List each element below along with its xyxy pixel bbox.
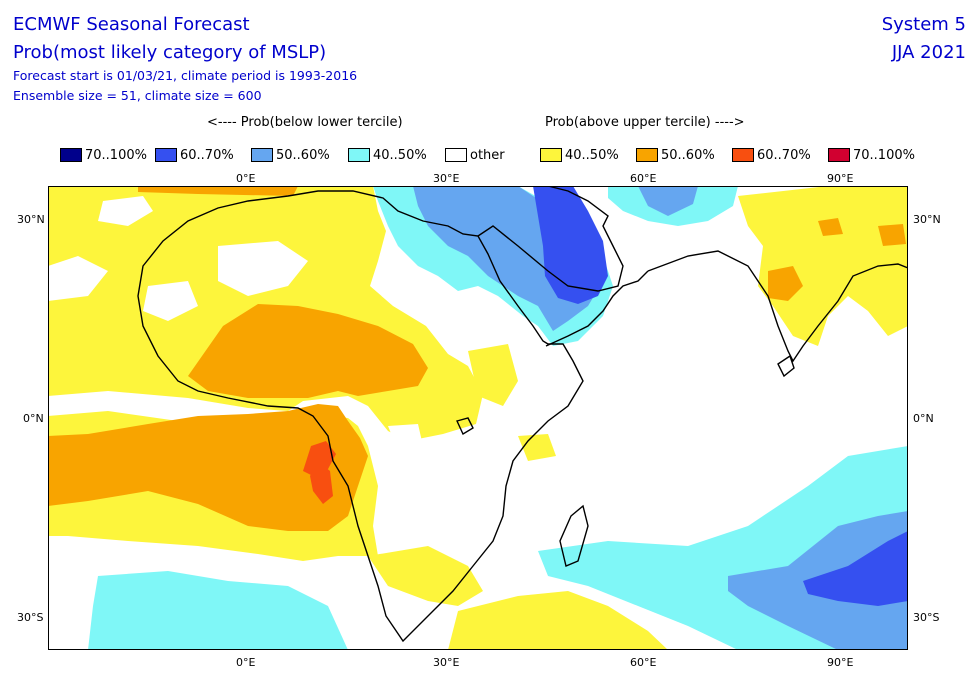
lon-label-bottom: 90°E (827, 656, 854, 669)
probability-region (143, 281, 198, 321)
lon-label-top: 90°E (827, 172, 854, 185)
probability-region (468, 344, 518, 406)
legend-item: 40..50% (540, 146, 619, 164)
legend-swatch (251, 148, 273, 162)
legend-item: 40..50% (348, 146, 427, 164)
legend-swatch (732, 148, 754, 162)
lon-label-top: 30°E (433, 172, 460, 185)
lat-label-left: 30°S (17, 611, 44, 624)
probability-map (48, 186, 908, 650)
legend-item-label: 70..100% (85, 147, 147, 163)
probability-region (448, 591, 668, 650)
map-title: ECMWF Seasonal Forecast (13, 14, 250, 35)
lon-label-top: 60°E (630, 172, 657, 185)
lon-label-bottom: 0°E (236, 656, 256, 669)
legend-item: 70..100% (60, 146, 147, 164)
legend-item-label: 40..50% (373, 147, 427, 163)
legend-item-label: 60..70% (757, 147, 811, 163)
probability-region (303, 441, 336, 476)
legend-swatch (60, 148, 82, 162)
probability-region (138, 186, 298, 196)
system-label: System 5 (881, 14, 966, 35)
legend-below-tercile-heading: <---- Prob(below lower tercile) (207, 115, 403, 130)
legend-item: 60..70% (732, 146, 811, 164)
legend-item: 70..100% (828, 146, 915, 164)
lat-label-left: 0°N (23, 412, 44, 425)
lon-label-bottom: 60°E (630, 656, 657, 669)
legend-item-label: 70..100% (853, 147, 915, 163)
probability-region (803, 531, 908, 606)
legend-swatch (636, 148, 658, 162)
probability-shading (48, 186, 908, 650)
season-label: JJA 2021 (891, 42, 966, 63)
probability-region (218, 241, 308, 296)
legend-item: 50..60% (251, 146, 330, 164)
legend-item-label: 50..60% (276, 147, 330, 163)
probability-region (188, 304, 428, 398)
probability-region (98, 196, 153, 226)
lat-label-right: 30°S (913, 611, 940, 624)
legend-item-label: 60..70% (180, 147, 234, 163)
legend-swatch (540, 148, 562, 162)
legend-swatch (445, 148, 467, 162)
coastlines (137, 186, 908, 643)
probability-region (638, 186, 698, 216)
map-subtitle: Prob(most likely category of MSLP) (13, 42, 327, 63)
probability-region (368, 546, 483, 606)
probability-region (878, 224, 906, 246)
probability-region (388, 424, 423, 451)
probability-region (88, 571, 348, 650)
probability-region (818, 218, 843, 236)
legend-swatch (155, 148, 177, 162)
probability-region (48, 404, 368, 531)
legend-item: 50..60% (636, 146, 715, 164)
legend-item-label: 50..60% (661, 147, 715, 163)
lon-label-bottom: 30°E (433, 656, 460, 669)
probability-region (310, 461, 333, 504)
probability-region (48, 256, 108, 301)
legend-swatch (828, 148, 850, 162)
lat-label-right: 0°N (913, 412, 934, 425)
lat-label-right: 30°N (913, 213, 941, 226)
legend-swatch (348, 148, 370, 162)
legend-item: other (445, 146, 505, 164)
forecast-start-info: Forecast start is 01/03/21, climate peri… (13, 68, 358, 83)
lat-label-left: 30°N (17, 213, 45, 226)
ensemble-size-info: Ensemble size = 51, climate size = 600 (13, 88, 262, 103)
probability-region (738, 186, 908, 346)
probability-region (768, 266, 803, 301)
legend-item: 60..70% (155, 146, 234, 164)
legend-above-tercile-heading: Prob(above upper tercile) ----> (545, 115, 745, 130)
legend-item-label: other (470, 147, 505, 163)
legend-item-label: 40..50% (565, 147, 619, 163)
map-frame (48, 186, 908, 650)
lon-label-top: 0°E (236, 172, 256, 185)
